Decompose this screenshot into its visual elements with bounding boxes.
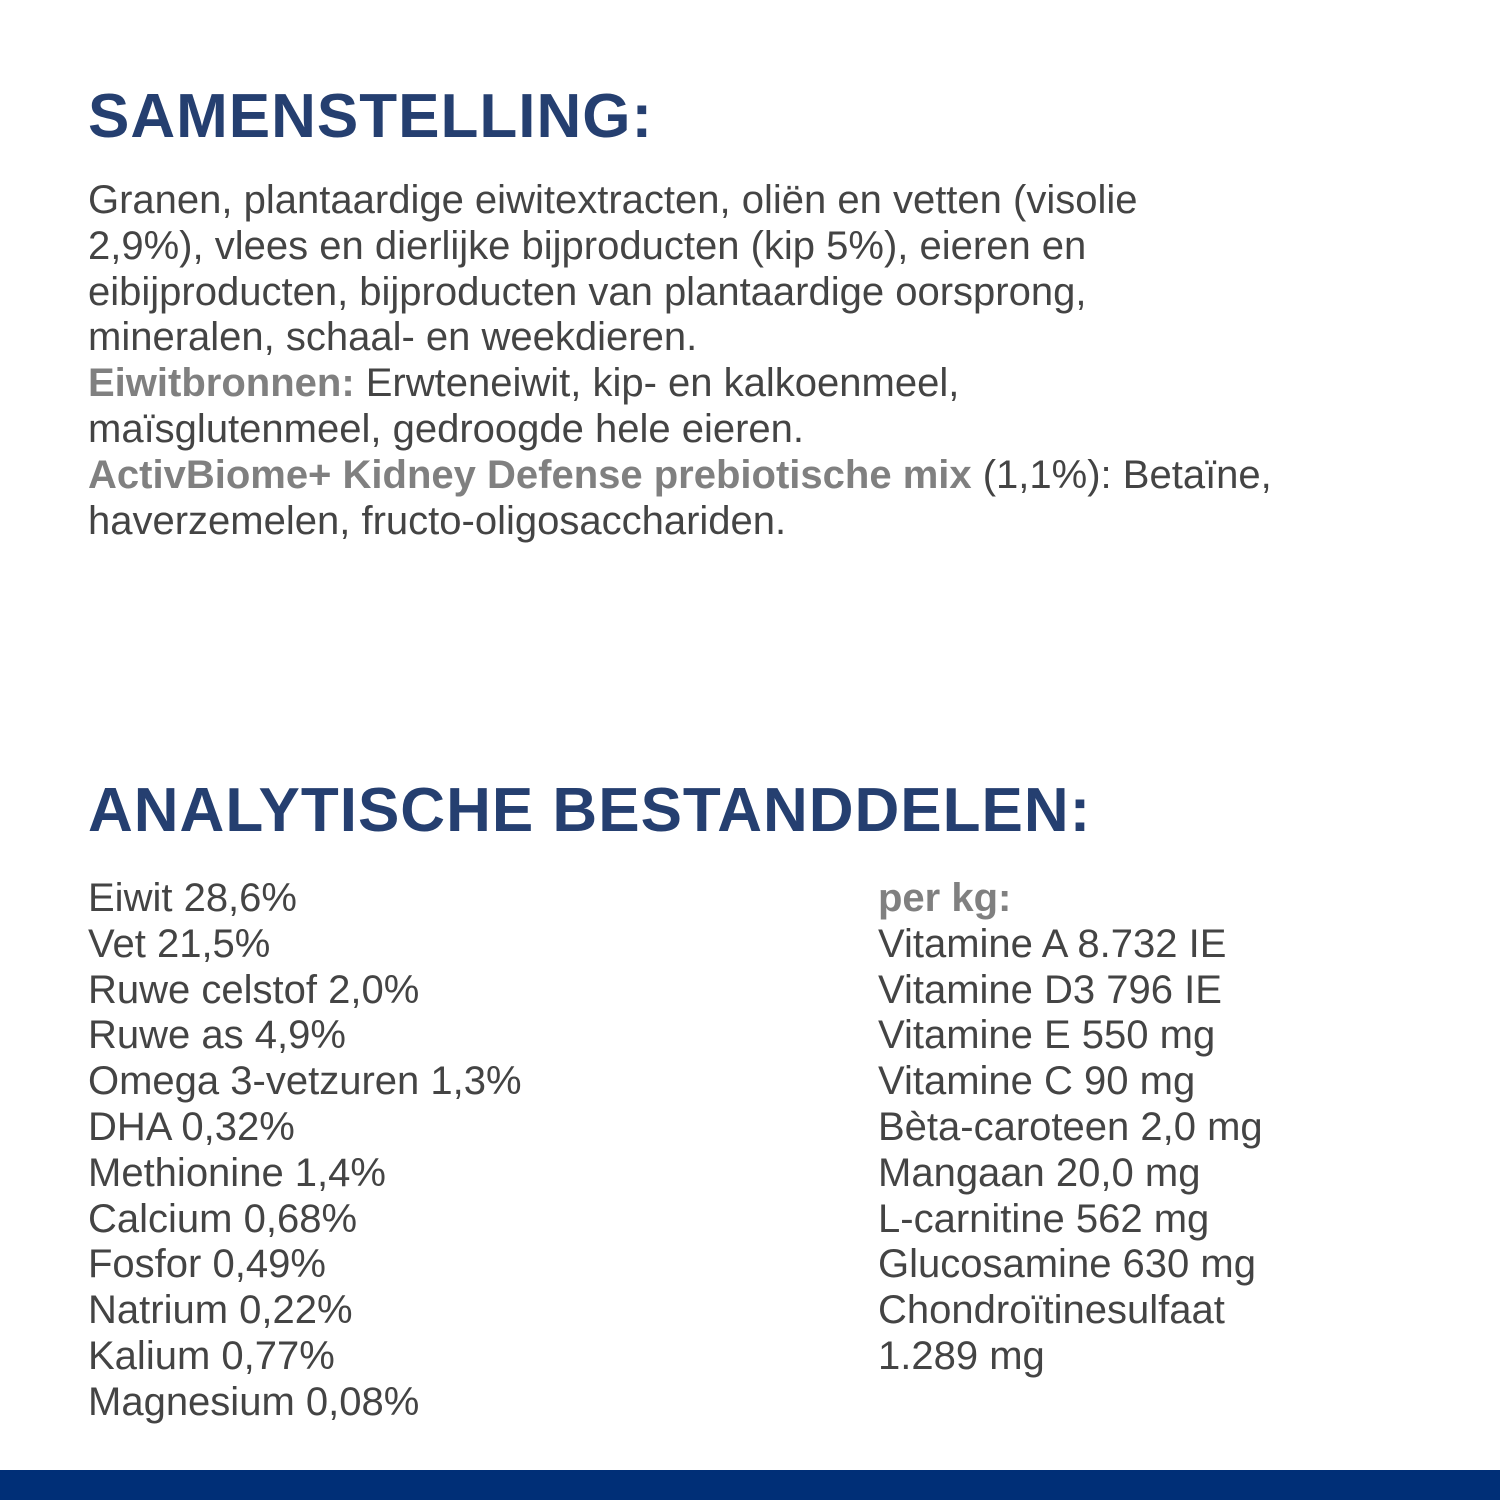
- nutrient-item: Vet 21,5%: [88, 921, 271, 966]
- per-kg-item: Vitamine C 90 mg: [878, 1059, 1196, 1104]
- per-kg-item: Chondroïtinesulfaat: [878, 1288, 1225, 1333]
- nutrient-item: Eiwit 28,6%: [88, 876, 297, 920]
- nutrient-item: Natrium 0,22%: [88, 1288, 353, 1333]
- protein-sources-label: Eiwitbronnen:: [88, 361, 355, 406]
- composition-line: eibijproducten, bijproducten van plantaa…: [88, 269, 1087, 314]
- nutrient-item: DHA 0,32%: [88, 1104, 295, 1149]
- protein-sources-text: Erwteneiwit, kip- en kalkoenmeel,: [354, 361, 960, 406]
- composition-line: 2,9%), vlees en dierlijke bijproducten (…: [88, 223, 1087, 268]
- protein-sources-cont: maïsglutenmeel, gedroogde hele eieren.: [88, 406, 805, 451]
- per-kg-item: Mangaan 20,0 mg: [878, 1150, 1201, 1195]
- nutrient-item: Calcium 0,68%: [88, 1196, 358, 1241]
- analytical-left-column: Eiwit 28,6% Vet 21,5% Ruwe celstof 2,0% Ruw…: [88, 876, 522, 1426]
- per-kg-item: 1.289 mg: [878, 1333, 1045, 1378]
- per-kg-item: Bèta-caroteen 2,0 mg: [878, 1104, 1263, 1149]
- prebiotic-mix-label: ActivBiome+ Kidney Defense prebiotische …: [88, 452, 972, 497]
- composition-heading: SAMENSTELLING:: [88, 82, 654, 151]
- analytical-right-column: per kg: Vitamine A 8.732 IE Vitamine D3 7…: [878, 876, 1263, 1380]
- footer-bar: [0, 1470, 1500, 1500]
- composition-line: mineralen, schaal- en weekdieren.: [88, 315, 698, 360]
- per-kg-item: Vitamine E 550 mg: [878, 1013, 1216, 1058]
- per-kg-item: Vitamine A 8.732 IE: [878, 921, 1227, 966]
- nutrient-item: Kalium 0,77%: [88, 1333, 335, 1378]
- composition-text: Granen, plantaardige eiwitextracten, oli…: [88, 178, 1468, 544]
- nutrient-item: Magnesium 0,08%: [88, 1379, 420, 1424]
- protein-sources: Eiwitbronnen: Erwteneiwit, kip- en kalko…: [88, 361, 1468, 407]
- per-kg-item: L-carnitine 562 mg: [878, 1196, 1210, 1241]
- prebiotic-mix: ActivBiome+ Kidney Defense prebiotische …: [88, 453, 1468, 499]
- nutrient-item: Methionine 1,4%: [88, 1150, 386, 1195]
- analytical-heading: ANALYTISCHE BESTANDDELEN:: [88, 776, 1092, 845]
- per-kg-item: Glucosamine 630 mg: [878, 1242, 1256, 1287]
- nutrient-item: Omega 3-vetzuren 1,3%: [88, 1059, 522, 1104]
- per-kg-item: Vitamine D3 796 IE: [878, 967, 1222, 1012]
- prebiotic-mix-cont: haverzemelen, fructo-oligosacchariden.: [88, 498, 787, 543]
- prebiotic-mix-text: (1,1%): Betaïne,: [971, 452, 1272, 497]
- nutrient-item: Ruwe as 4,9%: [88, 1013, 346, 1058]
- composition-line: Granen, plantaardige eiwitextracten, oli…: [88, 178, 1138, 222]
- per-kg-label: per kg:: [878, 876, 1012, 920]
- nutrient-item: Ruwe celstof 2,0%: [88, 967, 420, 1012]
- nutrient-item: Fosfor 0,49%: [88, 1242, 326, 1287]
